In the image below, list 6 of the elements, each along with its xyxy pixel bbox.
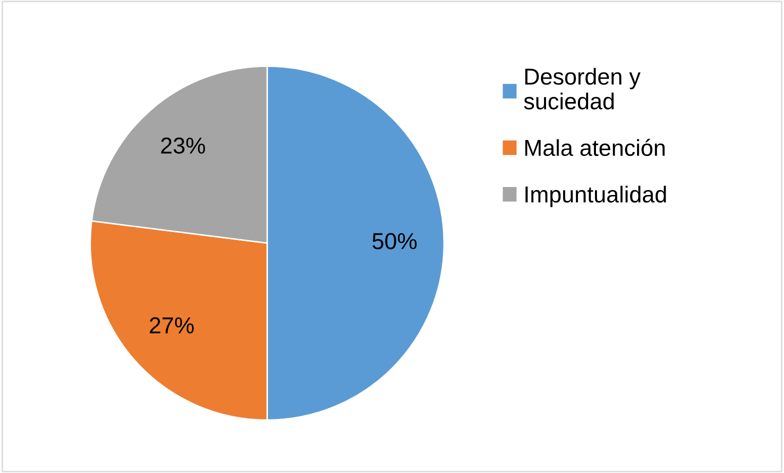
legend-label: Mala atención [525, 138, 665, 156]
data-label: 27% [150, 317, 194, 334]
legend-label: Impuntualidad [526, 186, 666, 208]
data-label: 50% [372, 233, 417, 250]
data-label: 23% [161, 138, 206, 154]
legend-label: Desorden y suciedad [524, 68, 641, 110]
